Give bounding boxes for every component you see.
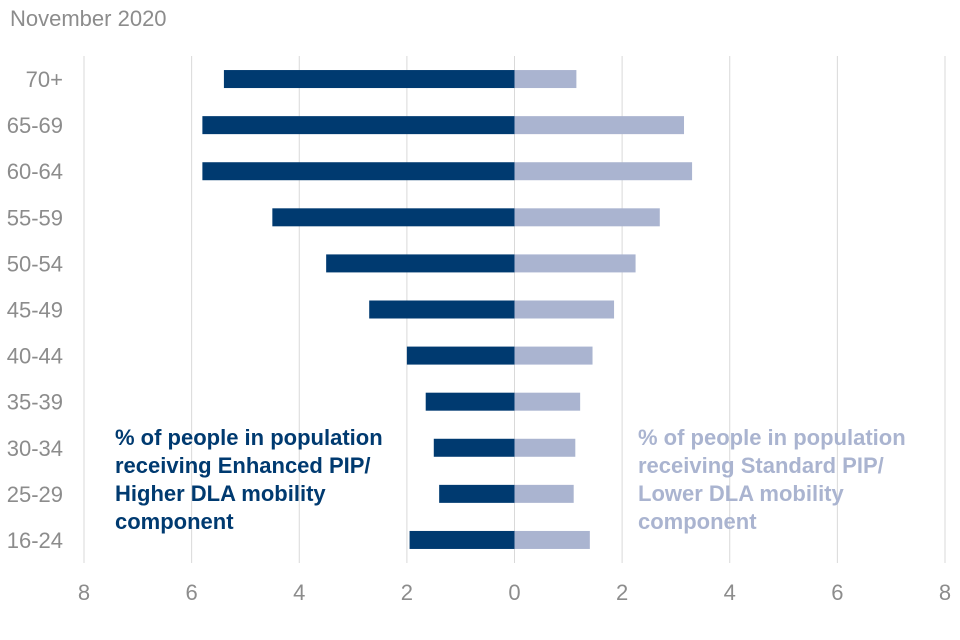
bar-standard xyxy=(514,116,685,135)
category-label: 25-29 xyxy=(7,482,63,507)
x-tick-label: 2 xyxy=(401,580,413,605)
bar-enhanced xyxy=(369,300,515,319)
category-label: 45-49 xyxy=(7,298,63,323)
category-label: 40-44 xyxy=(7,344,63,369)
category-label: 30-34 xyxy=(7,436,63,461)
bar-standard xyxy=(514,208,660,227)
bar-standard xyxy=(514,346,593,365)
bar-enhanced xyxy=(202,116,515,135)
bar-enhanced xyxy=(406,346,515,365)
category-label: 65-69 xyxy=(7,113,63,138)
bar-standard xyxy=(514,300,615,319)
bar-standard xyxy=(514,162,693,181)
bar-enhanced xyxy=(433,438,515,457)
bar-standard xyxy=(514,530,590,549)
x-tick-label: 2 xyxy=(616,580,628,605)
x-tick-label: 0 xyxy=(508,580,520,605)
bar-enhanced xyxy=(202,162,515,181)
series-label-standard: % of people in population receiving Stan… xyxy=(638,425,906,534)
chart-subtitle: November 2020 xyxy=(10,6,167,31)
x-tick-label: 8 xyxy=(78,580,90,605)
x-tick-label: 4 xyxy=(724,580,736,605)
category-label: 50-54 xyxy=(7,251,63,276)
bar-standard xyxy=(514,438,576,457)
bar-enhanced xyxy=(223,70,515,89)
category-label: 35-39 xyxy=(7,390,63,415)
series-label-enhanced: % of people in population receiving Enha… xyxy=(115,425,383,534)
x-tick-label: 8 xyxy=(939,580,951,605)
x-tick-label: 6 xyxy=(186,580,198,605)
category-label: 55-59 xyxy=(7,205,63,230)
bar-enhanced xyxy=(409,530,515,549)
bars xyxy=(202,70,693,549)
category-label: 60-64 xyxy=(7,159,63,184)
x-tick-label: 6 xyxy=(831,580,843,605)
bar-enhanced xyxy=(425,392,515,411)
bar-standard xyxy=(514,70,577,89)
x-tick-label: 4 xyxy=(293,580,305,605)
x-tick-labels: 8 6 4 2 0 2 4 6 8 xyxy=(78,580,951,605)
bar-standard xyxy=(514,254,636,273)
bar-enhanced xyxy=(439,484,515,503)
gridlines xyxy=(83,56,946,563)
bar-standard xyxy=(514,392,581,411)
category-labels: 70+ 65-69 60-64 55-59 50-54 45-49 40-44 35-39 30… xyxy=(7,67,63,553)
bar-standard xyxy=(514,484,574,503)
category-label: 70+ xyxy=(26,67,63,92)
bar-enhanced xyxy=(326,254,515,273)
bar-enhanced xyxy=(272,208,515,227)
category-label: 16-24 xyxy=(7,528,63,553)
